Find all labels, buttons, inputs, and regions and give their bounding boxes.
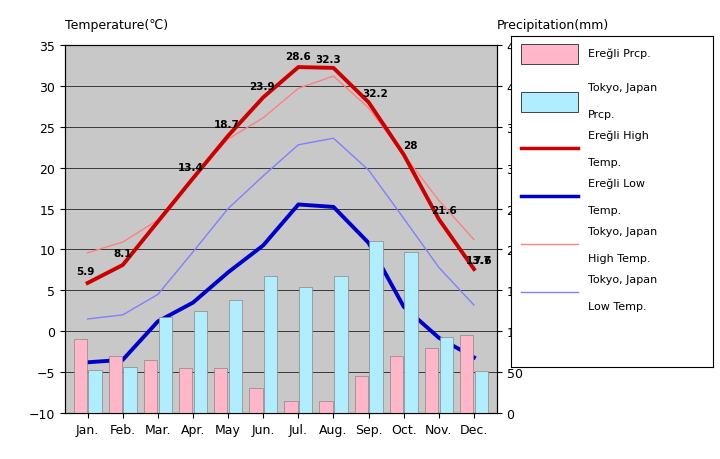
Bar	[320, 401, 333, 413]
Text: High Temp.: High Temp.	[588, 253, 650, 263]
Text: Temp.: Temp.	[588, 205, 621, 215]
Text: Tokyo, Japan: Tokyo, Japan	[588, 274, 657, 285]
Bar	[390, 356, 403, 413]
Bar	[89, 371, 102, 413]
Text: Ereğli Low: Ereğli Low	[588, 178, 645, 189]
Text: Ereğli Prcp.: Ereğli Prcp.	[588, 48, 651, 58]
Text: 32.3: 32.3	[315, 55, 341, 65]
Text: 8.1: 8.1	[114, 249, 132, 259]
Text: Tokyo, Japan: Tokyo, Japan	[588, 83, 657, 93]
Bar	[439, 337, 453, 413]
Text: 28.6: 28.6	[286, 51, 311, 62]
Bar	[144, 360, 157, 413]
Text: 5.9: 5.9	[77, 267, 95, 277]
Bar	[299, 287, 312, 413]
Bar	[109, 356, 122, 413]
Text: 7.6: 7.6	[474, 255, 492, 265]
Bar	[158, 318, 172, 413]
Text: 21.6: 21.6	[431, 206, 457, 216]
Text: Tokyo, Japan: Tokyo, Japan	[588, 227, 657, 237]
Bar	[474, 371, 488, 413]
Bar	[354, 376, 368, 413]
Bar	[425, 348, 438, 413]
Text: 23.9: 23.9	[248, 82, 274, 92]
Bar	[194, 311, 207, 413]
Bar	[405, 252, 418, 413]
Bar	[521, 45, 577, 65]
Bar	[334, 276, 348, 413]
Text: 13.7: 13.7	[467, 255, 492, 265]
Text: Ereğli High: Ereğli High	[588, 130, 649, 141]
Text: 32.2: 32.2	[362, 89, 388, 99]
Bar	[264, 276, 277, 413]
Bar	[460, 336, 473, 413]
Text: 13.4: 13.4	[179, 162, 204, 173]
Text: Temp.: Temp.	[588, 157, 621, 168]
Text: Prcp.: Prcp.	[588, 109, 616, 119]
Bar	[123, 367, 137, 413]
Bar	[284, 401, 297, 413]
Text: 18.7: 18.7	[213, 120, 239, 130]
Bar	[73, 340, 87, 413]
Text: Temperature(℃): Temperature(℃)	[65, 19, 168, 32]
Bar	[214, 368, 228, 413]
Text: Precipitation(mm): Precipitation(mm)	[497, 19, 609, 32]
Bar	[369, 242, 382, 413]
Bar	[249, 389, 263, 413]
Bar	[521, 93, 577, 113]
Bar	[229, 301, 242, 413]
Bar	[179, 368, 192, 413]
Text: 28: 28	[403, 141, 418, 151]
Text: Low Temp.: Low Temp.	[588, 301, 647, 311]
